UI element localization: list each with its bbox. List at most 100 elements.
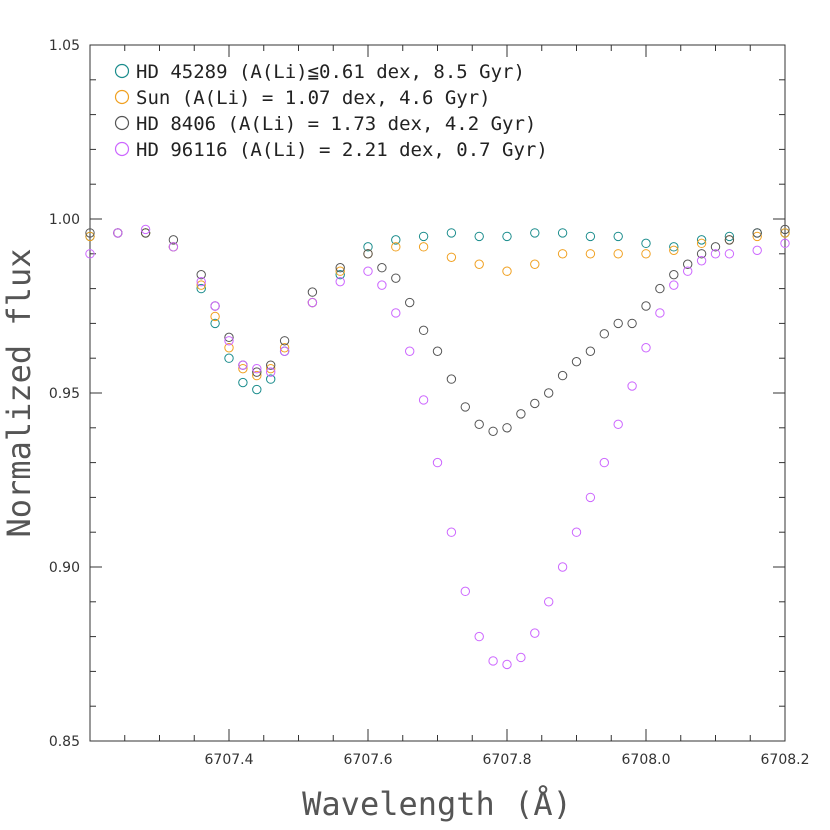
data-point [85,249,95,259]
data-point [641,238,651,249]
data-point [238,360,248,370]
data-point [446,252,457,262]
legend-label: HD 96116 (A(Li) = 2.21 dex, 0.7 Gyr) [136,139,548,161]
legend-marker [114,141,130,157]
data-point [196,276,206,287]
data-point [307,297,318,308]
data-point [488,656,498,666]
data-point [627,318,637,329]
data-point [655,308,665,318]
data-point [557,228,568,238]
data-point [557,562,568,572]
data-point [168,235,179,245]
legend-marker [114,89,130,105]
data-point [140,228,151,238]
data-point [140,224,151,235]
x-tick-label: 6707.8 [483,752,532,768]
data-point [599,457,609,468]
data-point [627,381,637,391]
data-point [224,332,234,343]
data-point [502,266,512,276]
data-point [696,256,707,266]
data-point [683,266,693,276]
data-point [571,527,582,537]
data-point [474,259,484,269]
data-point [279,343,290,353]
data-point [557,249,568,259]
data-point [502,231,512,242]
data-point [641,249,651,259]
data-point [780,228,790,238]
data-point [224,336,234,346]
data-point [113,228,123,238]
data-point [377,280,387,290]
data-point [405,297,415,308]
data-point [363,266,373,276]
data-point [710,249,721,259]
y-tick-label: 1.00 [49,212,80,228]
legend: HD 45289 (A(Li)≦0.61 dex, 8.5 Gyr) Sun (A… [114,61,548,161]
data-point [335,266,345,276]
x-tick-label: 6707.4 [205,752,254,768]
data-point [405,346,415,356]
data-point [585,249,596,259]
data-point [224,343,234,353]
data-point [307,287,318,297]
data-point [210,311,220,322]
data-point [196,269,206,280]
data-point [363,249,373,259]
data-point [557,370,568,381]
data-point [613,249,623,259]
data-point [530,228,540,238]
data-point [544,597,554,607]
data-point [641,343,651,353]
data-point [377,263,387,273]
data-point [585,492,596,503]
data-point [669,280,679,290]
data-point [224,353,234,363]
data-point [335,263,345,273]
data-point [391,235,401,245]
y-tick-label: 0.95 [49,386,80,402]
data-point [279,336,290,346]
data-point [544,388,554,398]
data-point [418,231,429,242]
data-point [696,235,707,245]
data-point [710,242,721,252]
data-point [474,631,484,642]
data-point [252,370,262,381]
data-point [210,301,220,311]
data-point [85,228,95,238]
data-point [238,377,248,388]
data-point [530,259,540,269]
data-point [613,231,623,242]
data-point [696,238,707,249]
data-point [613,419,623,430]
data-point [669,242,679,252]
data-point [418,242,429,252]
y-tick-label: 1.05 [49,38,80,54]
x-axis-title: Wavelength (Å) [302,785,572,823]
legend-label: HD 45289 (A(Li)≦0.61 dex, 8.5 Gyr) [136,61,525,83]
y-axis-title: Normalized flux [0,249,38,538]
data-point [210,318,220,329]
data-point [585,231,596,242]
data-point [502,659,512,670]
data-point [418,325,429,336]
data-point [432,346,443,356]
series-2 [85,228,790,381]
data-point [669,269,679,280]
data-point [446,374,457,384]
data-point [85,231,95,242]
data-point [752,231,762,242]
data-point [516,409,526,419]
x-tick-label: 6708.2 [761,752,810,768]
data-point [266,374,276,384]
data-point [780,224,790,235]
y-tick-label: 0.85 [49,734,80,750]
data-point [724,249,735,259]
data-point [599,329,609,339]
data-point [488,426,498,436]
legend-marker [114,63,130,79]
